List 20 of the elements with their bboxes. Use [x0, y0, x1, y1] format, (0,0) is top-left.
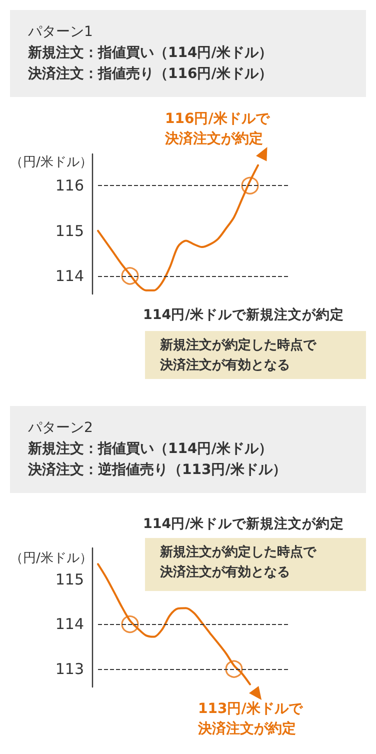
- text: 113円/米ドルで決済注文が約定: [198, 700, 302, 739]
- y-tick-label: 115: [55, 570, 84, 588]
- chart-subtitle: 新規注文：指値買い（114円/米ドル）決済注文：指値売り（116円/米ドル）: [28, 44, 274, 84]
- callout-box: 新規注文が約定した時点で決済注文が有効となる: [145, 331, 366, 379]
- y-tick-label: 116: [55, 176, 84, 195]
- text: 114円/米ドルで新規注文が約定: [143, 306, 344, 325]
- line-series: [97, 563, 251, 686]
- line-series: [97, 164, 259, 292]
- y-tick-label: 113: [55, 660, 84, 678]
- y-axis-title: （円/米ドル）: [10, 154, 92, 171]
- text: 114円/米ドルで新規注文が約定: [143, 515, 344, 534]
- y-axis-title: （円/米ドル）: [10, 550, 92, 567]
- chart-title: パターン2: [28, 419, 94, 438]
- chart-title: パターン1: [28, 23, 94, 42]
- text: 116円/米ドルで決済注文が約定: [165, 110, 270, 149]
- y-tick-label: 114: [55, 266, 84, 285]
- chart-subtitle: 新規注文：指値買い（114円/米ドル）決済注文：逆指値売り（113円/米ドル）: [28, 440, 288, 480]
- y-tick-label: 115: [55, 222, 84, 240]
- callout-box: 新規注文が約定した時点で決済注文が有効となる: [145, 538, 366, 591]
- y-tick-label: 114: [55, 615, 84, 634]
